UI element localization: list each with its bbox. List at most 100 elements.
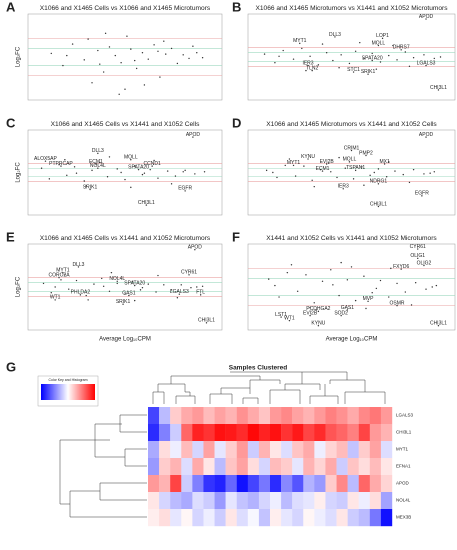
labeled-gene-point <box>423 264 425 267</box>
gene-label: SPATA20 <box>128 164 149 170</box>
heatmap-cell <box>214 509 226 527</box>
gene-point <box>50 292 52 294</box>
row-label: EFNA1 <box>396 464 411 469</box>
gene-point <box>284 164 286 167</box>
gene-point <box>330 171 332 173</box>
labeled-gene-point <box>354 169 357 172</box>
gene-label: WT1 <box>50 295 61 301</box>
heatmap-cell <box>192 458 204 476</box>
gene-point <box>385 176 388 178</box>
labeled-gene-point <box>97 152 99 155</box>
heatmap-cell <box>170 407 182 425</box>
labeled-gene-point <box>184 190 186 192</box>
gene-point <box>377 168 380 170</box>
heatmap-cell <box>281 424 293 442</box>
gene-label: NDRG1 <box>370 179 388 185</box>
labeled-gene-point <box>151 165 153 167</box>
gene-label: FXYD6 <box>393 264 409 270</box>
labeled-gene-point <box>421 195 423 197</box>
heatmap-cell <box>203 407 215 425</box>
gene-point <box>134 165 136 167</box>
gene-point <box>321 280 324 282</box>
heatmap-cell <box>270 492 282 510</box>
labeled-gene-point <box>381 37 384 40</box>
panel-letter: G <box>6 359 16 374</box>
heatmap-cell <box>170 458 182 476</box>
gene-point <box>143 172 146 174</box>
labeled-gene-point <box>97 167 99 169</box>
gene-point <box>120 62 122 64</box>
gene-point <box>66 174 68 177</box>
heatmap-cell <box>159 441 171 459</box>
row-label: LGALS3 <box>396 413 414 418</box>
heatmap-cell <box>358 424 371 442</box>
gene-point <box>75 279 78 282</box>
gene-point <box>313 302 315 304</box>
heatmap-cell <box>358 441 371 459</box>
gene-point <box>147 58 149 60</box>
gene-label: MYT1 <box>287 160 301 166</box>
panel-letter: F <box>232 229 240 244</box>
labeled-gene-point <box>137 168 140 171</box>
heatmap-cell <box>258 407 271 425</box>
heatmap-cell <box>336 441 348 459</box>
gene-point <box>124 178 126 181</box>
heatmap-cell <box>292 441 304 459</box>
heatmap-cell <box>314 407 326 425</box>
heatmap-cell <box>314 475 326 493</box>
gene-label: DLL3 <box>92 148 104 154</box>
gene-point <box>40 167 43 169</box>
heatmap-cell <box>236 475 249 493</box>
gene-label: ALOX5AP <box>34 156 57 162</box>
heatmap-cell <box>347 475 359 493</box>
gene-point <box>410 304 413 306</box>
labeled-gene-point <box>134 284 136 287</box>
gene-point <box>108 156 111 158</box>
gene-label: TLN2 <box>306 65 318 71</box>
gene-point <box>66 54 68 57</box>
y-axis-label: Log₂FC <box>16 46 22 67</box>
gene-label: PHLDA2 <box>71 290 91 296</box>
gene-point <box>124 88 126 90</box>
gene-point <box>60 279 62 281</box>
heatmap-cell <box>148 407 160 425</box>
heatmap-cell <box>258 475 271 493</box>
gene-label: MYT1 <box>293 38 307 44</box>
labeled-gene-point <box>299 42 301 45</box>
heatmap-cell <box>225 441 237 459</box>
gene-point <box>336 176 338 179</box>
gene-point <box>54 286 56 288</box>
gene-point <box>99 63 101 65</box>
heatmap-cell <box>347 509 359 527</box>
labeled-gene-point <box>188 274 190 276</box>
gene-point <box>106 176 109 178</box>
gene-label: ECM1 <box>316 166 330 172</box>
gene-point <box>309 55 311 57</box>
y-axis-label: Log₂FC <box>16 276 22 297</box>
gene-point <box>340 54 342 56</box>
gene-point <box>379 61 382 63</box>
heatmap-cell <box>281 509 293 527</box>
gene-point <box>64 274 66 276</box>
heatmap-cell <box>281 407 293 425</box>
gene-point <box>130 186 132 189</box>
heatmap-cell <box>270 407 282 425</box>
heatmap-cell <box>303 509 315 527</box>
panel-title: X1066 and X1465 Cells vs X1441 and X1052… <box>51 121 201 128</box>
gene-point <box>97 49 99 52</box>
gene-point <box>182 54 184 56</box>
gene-point <box>143 84 146 86</box>
gene-point <box>352 178 355 180</box>
labeled-gene-point <box>292 164 295 167</box>
gene-label: LGALS3 <box>170 289 189 295</box>
gene-label: PTPRCAP <box>49 161 73 167</box>
gene-point <box>315 309 318 311</box>
heatmap-cell <box>325 441 337 459</box>
gene-point <box>42 282 45 285</box>
plot-frame <box>27 13 223 101</box>
gene-point <box>423 173 425 175</box>
gene-label: APOD <box>419 14 434 20</box>
heatmap-cell <box>258 509 271 527</box>
heatmap-cell <box>236 492 249 510</box>
heatmap-cell <box>192 441 204 459</box>
